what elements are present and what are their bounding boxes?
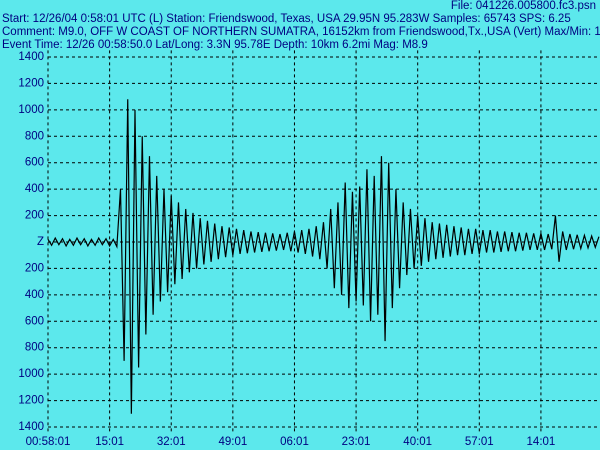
x-tick-label: 57:01: [465, 436, 494, 448]
y-tick-label: 600: [25, 157, 44, 169]
file-name: File: 041226.005800.fc3.psn: [451, 0, 596, 12]
y-tick-label: 400: [25, 183, 44, 195]
x-tick-label: 23:01: [342, 436, 371, 448]
x-tick-label: 06:01: [280, 436, 309, 448]
x-tick-label: 00:58:01: [26, 436, 71, 448]
header-line: Event Time: 12/26 00:58:50.0 Lat/Long: 3…: [2, 39, 428, 51]
y-tick-label: 1000: [18, 104, 44, 116]
header-line: Comment: M9.0, OFF W COAST OF NORTHERN S…: [2, 26, 600, 38]
y-tick-label: 400: [25, 289, 44, 301]
y-tick-label: Z: [37, 236, 44, 248]
y-tick-label: 800: [25, 342, 44, 354]
y-tick-label: 1000: [18, 368, 44, 380]
y-tick-label: 600: [25, 315, 44, 327]
seismic-trace: [47, 99, 600, 414]
y-tick-label: 1400: [18, 51, 44, 63]
x-tick-label: 32:01: [157, 436, 186, 448]
y-tick-label: 200: [25, 210, 44, 222]
y-tick-label: 1200: [18, 395, 44, 407]
y-tick-label: 200: [25, 262, 44, 274]
y-tick-label: 1400: [18, 421, 44, 433]
x-tick-label: 15:01: [95, 436, 124, 448]
header-line: Start: 12/26/04 0:58:01 UTC (L) Station:…: [2, 13, 571, 25]
y-tick-label: 1200: [18, 77, 44, 89]
y-tick-label: 800: [25, 130, 44, 142]
x-tick-label: 49:01: [218, 436, 247, 448]
x-tick-label: 40:01: [403, 436, 432, 448]
x-tick-label: 14:01: [527, 436, 556, 448]
